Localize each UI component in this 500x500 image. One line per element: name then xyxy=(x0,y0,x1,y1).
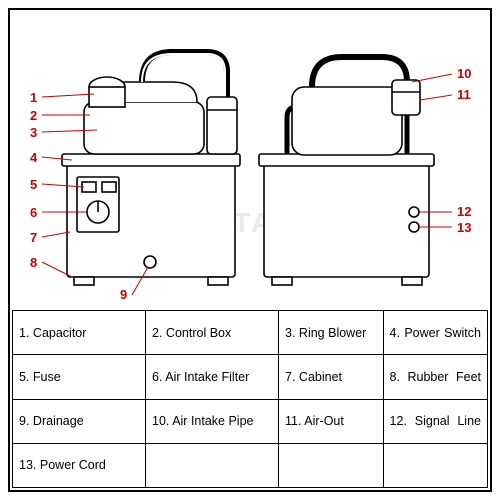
cell-drainage: 9. Drainage xyxy=(13,399,146,443)
label-9: 9 xyxy=(120,287,127,302)
cell-signal-line: 12. Signal Line xyxy=(383,399,488,443)
label-12: 12 xyxy=(457,204,471,219)
diagram-area: DENTALZZ xyxy=(12,12,488,304)
cell-power-cord: 13. Power Cord xyxy=(13,443,146,487)
cell-empty xyxy=(383,443,488,487)
table-row: 13. Power Cord xyxy=(13,443,488,487)
label-3: 3 xyxy=(30,125,37,140)
table-row: 1. Capacitor 2. Control Box 3. Ring Blow… xyxy=(13,311,488,355)
device-right xyxy=(252,12,488,304)
cell-rubber-feet: 8. Rubber Feet xyxy=(383,355,488,399)
cell-air-out: 11. Air-Out xyxy=(279,399,384,443)
label-7: 7 xyxy=(30,230,37,245)
cell-fuse: 5. Fuse xyxy=(13,355,146,399)
label-5: 5 xyxy=(30,177,37,192)
cell-air-intake-pipe: 10. Air Intake Pipe xyxy=(146,399,279,443)
label-2: 2 xyxy=(30,108,37,123)
label-1: 1 xyxy=(30,90,37,105)
label-4: 4 xyxy=(30,150,37,165)
label-8: 8 xyxy=(30,255,37,270)
label-11: 11 xyxy=(457,87,471,102)
cell-control-box: 2. Control Box xyxy=(146,311,279,355)
cell-empty xyxy=(146,443,279,487)
device-left xyxy=(12,12,252,304)
cell-air-intake-filter: 6. Air Intake Filter xyxy=(146,355,279,399)
label-6: 6 xyxy=(30,205,37,220)
parts-table: 1. Capacitor 2. Control Box 3. Ring Blow… xyxy=(12,310,488,488)
cell-power-switch: 4. Power Switch xyxy=(383,311,488,355)
table-row: 5. Fuse 6. Air Intake Filter 7. Cabinet … xyxy=(13,355,488,399)
table-row: 9. Drainage 10. Air Intake Pipe 11. Air-… xyxy=(13,399,488,443)
cell-ring-blower: 3. Ring Blower xyxy=(279,311,384,355)
label-13: 13 xyxy=(457,220,471,235)
cell-empty xyxy=(279,443,384,487)
label-10: 10 xyxy=(457,66,471,81)
cell-cabinet: 7. Cabinet xyxy=(279,355,384,399)
cell-capacitor: 1. Capacitor xyxy=(13,311,146,355)
